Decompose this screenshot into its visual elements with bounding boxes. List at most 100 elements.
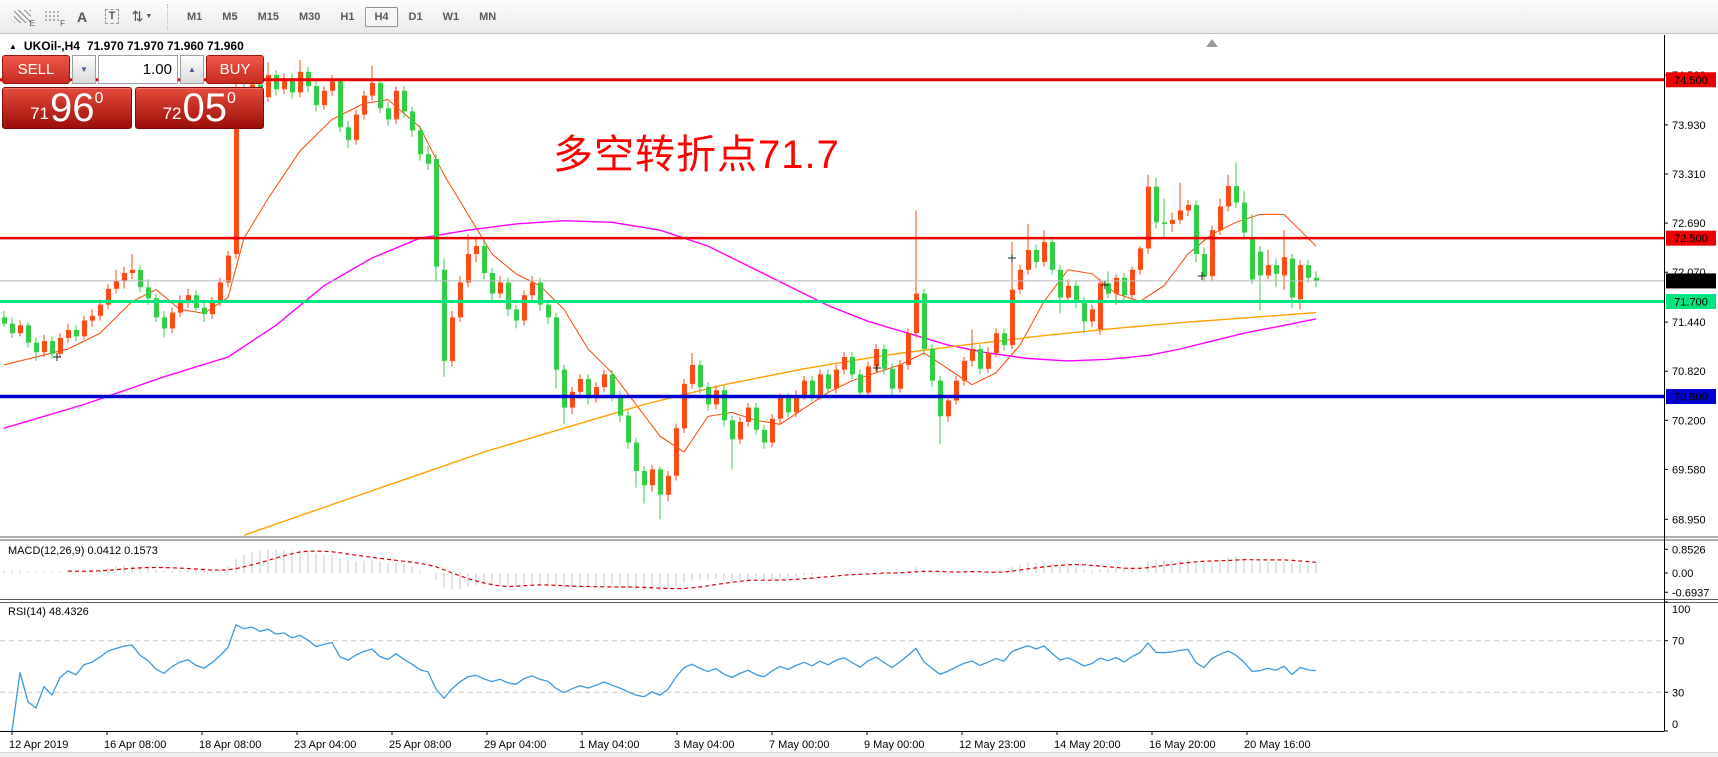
candle-body [922,293,927,349]
candle-body [858,374,863,393]
candle-body [338,81,343,128]
candle-body [1186,204,1191,211]
buy-button[interactable]: BUY [206,55,264,84]
candle-body [754,407,759,430]
axis-label: 20 May 16:00 [1244,739,1311,751]
candle-body [170,312,175,329]
candle-body [914,293,919,334]
tf-button-w1[interactable]: W1 [442,10,460,23]
candle-body [1114,277,1119,294]
axis-label: 23 Apr 04:00 [294,739,356,751]
candle-body [266,75,271,98]
axis-label: 12 Apr 2019 [9,739,68,751]
candle-body [354,114,359,140]
candle-body [954,380,959,401]
candle-body [586,379,591,399]
candle-body [1074,285,1079,302]
tf-button-h1[interactable]: H1 [340,10,355,23]
sell-price-big: 96 [50,86,95,131]
candle-body [458,282,463,318]
axis-label: 30 [1672,687,1684,699]
candle-body [602,374,607,388]
axis-label: 25 Apr 08:00 [389,739,451,751]
tf-button-mn[interactable]: MN [479,10,497,23]
candle-body [490,273,495,294]
tf-button-m5[interactable]: M5 [222,10,238,23]
candle-body [330,81,335,91]
candle-body [386,108,391,120]
buy-price-sup: 0 [227,90,236,107]
candle-body [466,254,471,283]
candle-body [130,269,135,273]
candle-body [962,360,967,381]
draw-patterns-icon[interactable]: E [8,4,36,30]
candle-body [546,304,551,318]
candle-body [794,395,799,413]
candle-body [1274,265,1279,274]
chart-title: ▲ UKOil-,H4 71.970 71.970 71.960 71.960 [9,39,244,53]
axis-label: 69.580 [1672,464,1706,476]
candle-body [762,429,767,443]
collapse-arrow-icon[interactable]: ▲ [9,41,17,51]
volume-increase-button[interactable]: ▲ [180,55,204,84]
macd-signal-line [67,550,1317,590]
rsi-line [11,624,1317,731]
candle-body [418,130,423,155]
chart-annotation-text[interactable]: 多空转折点71.7 [553,133,840,177]
candle-body [1210,230,1215,277]
tf-button-h4[interactable]: H4 [365,6,398,27]
tf-button-d1[interactable]: D1 [408,10,423,23]
axis-label: 7 May 00:00 [769,739,830,751]
axis-label: 71.440 [1672,317,1706,329]
candle-body [946,400,951,417]
text-label-icon[interactable]: A [76,8,88,25]
candle-body [410,111,415,131]
axis-label: 70 [1672,636,1684,648]
candle-body [1250,238,1255,280]
candle-body [1042,242,1047,262]
tf-button-m30[interactable]: M30 [298,10,321,23]
candle-body [370,82,375,96]
symbol-label: UKOil-,H4 [23,39,80,53]
axis-label: 70.200 [1672,415,1706,427]
candle-body [18,325,23,334]
toolbar-separator [167,3,169,30]
sell-price-panel[interactable]: 71 96 0 [2,87,132,129]
candle-body [730,420,735,440]
cursor-arrows-icon[interactable]: ⇅ ▼ [131,8,153,24]
sell-button[interactable]: SELL [2,55,70,84]
tf-button-m1[interactable]: M1 [187,10,203,23]
axis-label: 72.500 [1674,233,1708,245]
chart-shift-marker-icon[interactable] [1206,39,1218,47]
candle-body [82,320,87,337]
candle-body [322,90,327,106]
candle-body [234,92,239,255]
one-click-trade-widget: SELL ▼ ▲ BUY 71 96 0 72 05 0 [2,55,264,129]
candle-body [1314,277,1319,281]
candle-body [154,298,159,318]
candle-body [282,78,287,90]
candle-body [1026,250,1031,270]
candle-body [898,364,903,389]
axis-label: 68.950 [1672,514,1706,526]
text-box-icon[interactable]: T [98,4,126,30]
toolbar: E F A T ⇅ ▼ M1 M5 M15 M30 H1 H4 D1 W1 MN [0,0,1718,34]
tf-button-m15[interactable]: M15 [257,10,279,23]
axis-label: 16 Apr 08:00 [104,739,166,751]
candle-body [1090,309,1095,322]
axis-label: 70.500 [1674,392,1708,404]
buy-price-panel[interactable]: 72 05 0 [134,87,264,129]
candle-body [666,475,671,495]
fibo-grid-icon[interactable]: F [38,4,66,30]
axis-label: 70.820 [1672,366,1706,378]
candle-body [1122,277,1127,296]
volume-input[interactable] [98,55,178,84]
candle-body [874,349,879,367]
candle-body [1218,206,1223,231]
candle-body [530,282,535,296]
volume-decrease-button[interactable]: ▼ [72,55,96,84]
candle-body [218,282,223,302]
candle-body [274,75,279,90]
candle-body [810,380,815,395]
